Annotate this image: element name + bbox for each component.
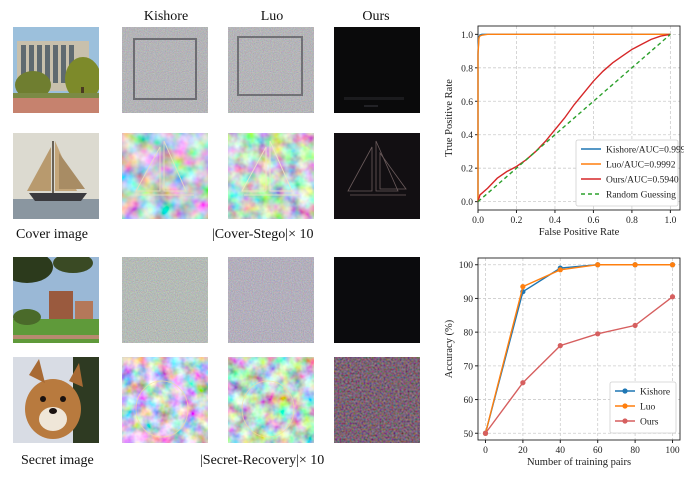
x-tick-label: 0	[483, 446, 488, 456]
column-header-luo: Luo	[260, 9, 284, 24]
plot-frame	[477, 257, 681, 441]
secret-image-corgi	[13, 357, 99, 443]
x-tick-label: 60	[593, 446, 603, 456]
legend-label-luo-auc-0-9992: Luo/AUC=0.9992	[606, 161, 676, 171]
x-axis-label: False Positive Rate	[539, 227, 620, 238]
cover-diff-ours-2	[334, 133, 420, 219]
data-point-luo	[520, 284, 526, 290]
series-line-random-guessing	[477, 33, 671, 203]
secret-diff-kishore-1	[122, 257, 208, 343]
x-tick-label: 80	[630, 446, 640, 456]
y-tick-label: 50	[464, 430, 474, 440]
data-point-ours	[595, 331, 601, 337]
data-point-ours	[557, 343, 563, 349]
secret-diff-luo-2	[228, 357, 314, 443]
secret-diff-ours-1	[334, 257, 420, 343]
y-tick-label: 0.2	[461, 165, 473, 175]
legend-label-kishore-auc-0-9998: Kishore/AUC=0.9998	[606, 146, 684, 156]
secret-diff-luo-1	[228, 257, 314, 343]
x-tick-label: 0.4	[549, 216, 561, 226]
series-line-ours-auc-0-5940	[477, 33, 671, 202]
legend-label-random-guessing: Random Guessing	[606, 191, 676, 201]
cover-stego-caption: |Cover-Stego|× 10	[212, 227, 314, 242]
cover-image-building	[13, 27, 99, 113]
y-tick-label: 0.6	[461, 98, 473, 108]
y-tick-label: 60	[464, 396, 474, 406]
x-axis-label: Number of training pairs	[527, 457, 631, 468]
series-line-luo	[484, 264, 673, 434]
column-header-ours: Ours	[362, 9, 390, 24]
cover-diff-ours-1	[334, 27, 420, 113]
legend-label-ours-auc-0-5940: Ours/AUC=0.5940	[606, 176, 679, 186]
x-tick-label: 0.0	[472, 216, 484, 226]
secret-recovery-caption: |Secret-Recovery|× 10	[200, 453, 325, 468]
secret-diff-kishore-2	[122, 357, 208, 443]
series-line-ours	[484, 296, 673, 434]
y-axis-label: Accuracy (%)	[444, 319, 455, 378]
cover-image-sailboat	[13, 133, 99, 219]
legend-marker-kishore	[622, 388, 628, 394]
cover-diff-luo-1	[228, 27, 314, 113]
series-line-luo-auc-0-9992	[477, 33, 671, 202]
y-tick-label: 0.4	[461, 131, 473, 141]
y-tick-label: 100	[459, 261, 474, 271]
legend-box	[575, 139, 679, 207]
x-tick-label: 100	[665, 446, 680, 456]
x-tick-label: 0.8	[626, 216, 638, 226]
data-point-luo	[595, 262, 601, 268]
cover-diff-kishore-2	[122, 133, 208, 219]
data-point-luo	[632, 262, 638, 268]
y-tick-label: 80	[464, 329, 474, 339]
cover-image-caption: Cover image	[16, 227, 88, 242]
x-tick-label: 20	[518, 446, 528, 456]
legend-label-kishore: Kishore	[640, 388, 670, 398]
data-point-luo	[557, 267, 563, 273]
cover-diff-luo-2	[228, 133, 314, 219]
data-point-ours	[520, 380, 526, 386]
x-tick-label: 1.0	[664, 216, 676, 226]
column-header-kishore: Kishore	[143, 9, 189, 24]
y-tick-label: 1.0	[461, 31, 473, 41]
accuracy-chart: 0 20 40 60 80 100 50 60 70 80 90 100 Number of train…	[444, 257, 681, 468]
cover-diff-kishore-1	[122, 27, 208, 113]
x-tick-label: 40	[556, 446, 566, 456]
legend-label-ours: Ours	[640, 418, 659, 428]
y-tick-label: 90	[464, 295, 474, 305]
y-tick-label: 0.8	[461, 64, 473, 74]
secret-image-caption: Secret image	[21, 453, 94, 468]
data-point-ours	[482, 430, 489, 436]
data-point-ours	[632, 322, 638, 329]
data-point-luo	[669, 262, 676, 268]
legend-marker-luo	[622, 403, 628, 409]
data-point-ours	[669, 294, 676, 300]
x-tick-label: 0.2	[511, 216, 523, 226]
y-axis-label: True Positive Rate	[444, 79, 455, 157]
y-tick-label: 70	[464, 362, 474, 372]
legend-label-luo: Luo	[640, 403, 656, 413]
legend-marker-ours	[622, 418, 628, 424]
roc-chart: 0.0 0.2 0.4 0.6 0.8 1.0 0.0 0.2 0.4 0.6 0.8 1.0 Fals…	[444, 25, 684, 238]
y-tick-label: 0.0	[461, 198, 473, 208]
secret-diff-ours-2	[334, 357, 420, 443]
secret-image-campus	[13, 257, 99, 343]
x-tick-label: 0.6	[587, 216, 599, 226]
